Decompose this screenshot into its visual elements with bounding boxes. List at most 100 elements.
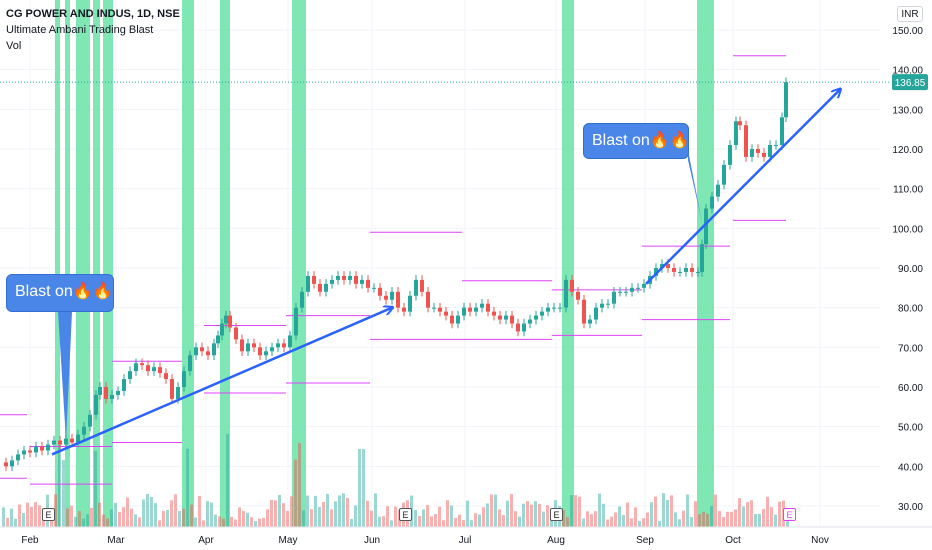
candle-body (146, 365, 150, 372)
indicator-title[interactable]: Ultimate Ambani Trading Blast (6, 24, 154, 36)
candle-body (4, 462, 8, 467)
price-tick-label: 70.00 (898, 343, 923, 354)
volume-bar (426, 505, 429, 527)
volume-bar (322, 502, 325, 527)
candle-body (234, 327, 238, 340)
symbol-title[interactable]: CG POWER AND INDUS, 1D, NSE (6, 8, 180, 20)
candle-body (312, 275, 316, 284)
volume-bar (298, 442, 301, 527)
candle-body (88, 414, 92, 427)
volume-bar (542, 511, 545, 527)
candle-body (270, 347, 274, 352)
time-tick-label: Feb (21, 535, 39, 546)
currency-badge[interactable]: INR (897, 6, 923, 22)
volume-title[interactable]: Vol (6, 40, 22, 52)
candle-body (306, 275, 310, 292)
candlesticks (4, 77, 788, 472)
candle-body (450, 315, 454, 324)
volume-bar (26, 502, 29, 527)
candle-body (710, 196, 714, 209)
volume-bar (710, 506, 713, 527)
price-tick-label: 30.00 (898, 502, 923, 513)
volume-bar (66, 508, 69, 527)
last-price-marker: 136.85 (0, 74, 928, 91)
candle-body (128, 371, 132, 380)
volume-bar (726, 511, 729, 527)
candle-body (684, 268, 688, 272)
candle-body (110, 394, 114, 399)
volume-bar (434, 513, 437, 527)
volume-bar (350, 518, 353, 527)
volume-bar (682, 510, 685, 527)
candle-body (594, 307, 598, 320)
volume-bar (742, 506, 745, 527)
candle-body (76, 434, 80, 443)
candle-body (414, 279, 418, 296)
volume-bar (774, 514, 777, 527)
price-tick-label: 90.00 (898, 264, 923, 275)
earnings-marker[interactable]: E (550, 508, 563, 521)
volume-bar (714, 494, 717, 527)
candle-body (134, 363, 138, 372)
price-axis[interactable]: 150.00 140.00 130.00 120.00 110.00 100.00 90.0… (892, 26, 923, 513)
volume-bar (498, 509, 501, 527)
volume-bar (450, 505, 453, 527)
candle-body (342, 275, 346, 280)
volume-bar (594, 511, 597, 527)
volume-bar (390, 520, 393, 527)
candle-body (654, 268, 658, 276)
earnings-marker[interactable]: E (42, 508, 55, 521)
volume-bar (758, 513, 761, 527)
blast-band (292, 0, 306, 527)
volume-bar (526, 501, 529, 527)
candle-body (678, 271, 682, 273)
candle-body (122, 379, 126, 391)
candle-body (194, 347, 198, 356)
candle-body (722, 164, 726, 185)
candle-body (504, 315, 508, 320)
volume-bar (274, 500, 277, 527)
volume-bar (110, 509, 113, 527)
volume-bar (534, 501, 537, 527)
blast-band (220, 0, 230, 527)
volume-bar (226, 433, 229, 527)
candle-body (534, 315, 538, 320)
volume-bar (514, 511, 517, 527)
price-tick-label: 60.00 (898, 383, 923, 394)
volume-bar (582, 518, 585, 527)
candle-body (558, 307, 562, 309)
candle-body (330, 279, 334, 284)
candle-body (528, 319, 532, 324)
volume-bar (422, 509, 425, 527)
volume-bar (74, 516, 77, 527)
candle-body (318, 283, 322, 292)
candle-body (480, 303, 484, 308)
price-tick-label: 100.00 (892, 224, 923, 235)
volume-bar (38, 505, 41, 527)
volume-bar (510, 493, 513, 527)
volume-bar (306, 495, 309, 527)
candle-body (216, 335, 220, 344)
candle-body (600, 303, 604, 308)
volume-bar (102, 514, 105, 527)
volume-bar (114, 502, 117, 527)
volume-bar (610, 516, 613, 527)
candle-body (46, 444, 50, 451)
volume-bar (618, 506, 621, 527)
volume-bar (18, 504, 21, 527)
volume-bar (330, 509, 333, 527)
earnings-marker-upcoming[interactable]: E (783, 508, 796, 521)
volume-bar (118, 511, 121, 527)
candle-body (432, 307, 436, 309)
volume-bar (10, 508, 13, 527)
candle-body (336, 275, 340, 280)
candle-body (624, 291, 628, 293)
time-axis[interactable]: Feb Mar Apr May Jun Jul Aug Sep Oct Nov (0, 526, 932, 546)
volume-bar (94, 450, 97, 527)
earnings-marker[interactable]: E (399, 508, 412, 521)
volume-bar (282, 503, 285, 527)
volume-bar (334, 501, 337, 527)
volume-bar (506, 500, 509, 527)
volume-bar (690, 516, 693, 527)
